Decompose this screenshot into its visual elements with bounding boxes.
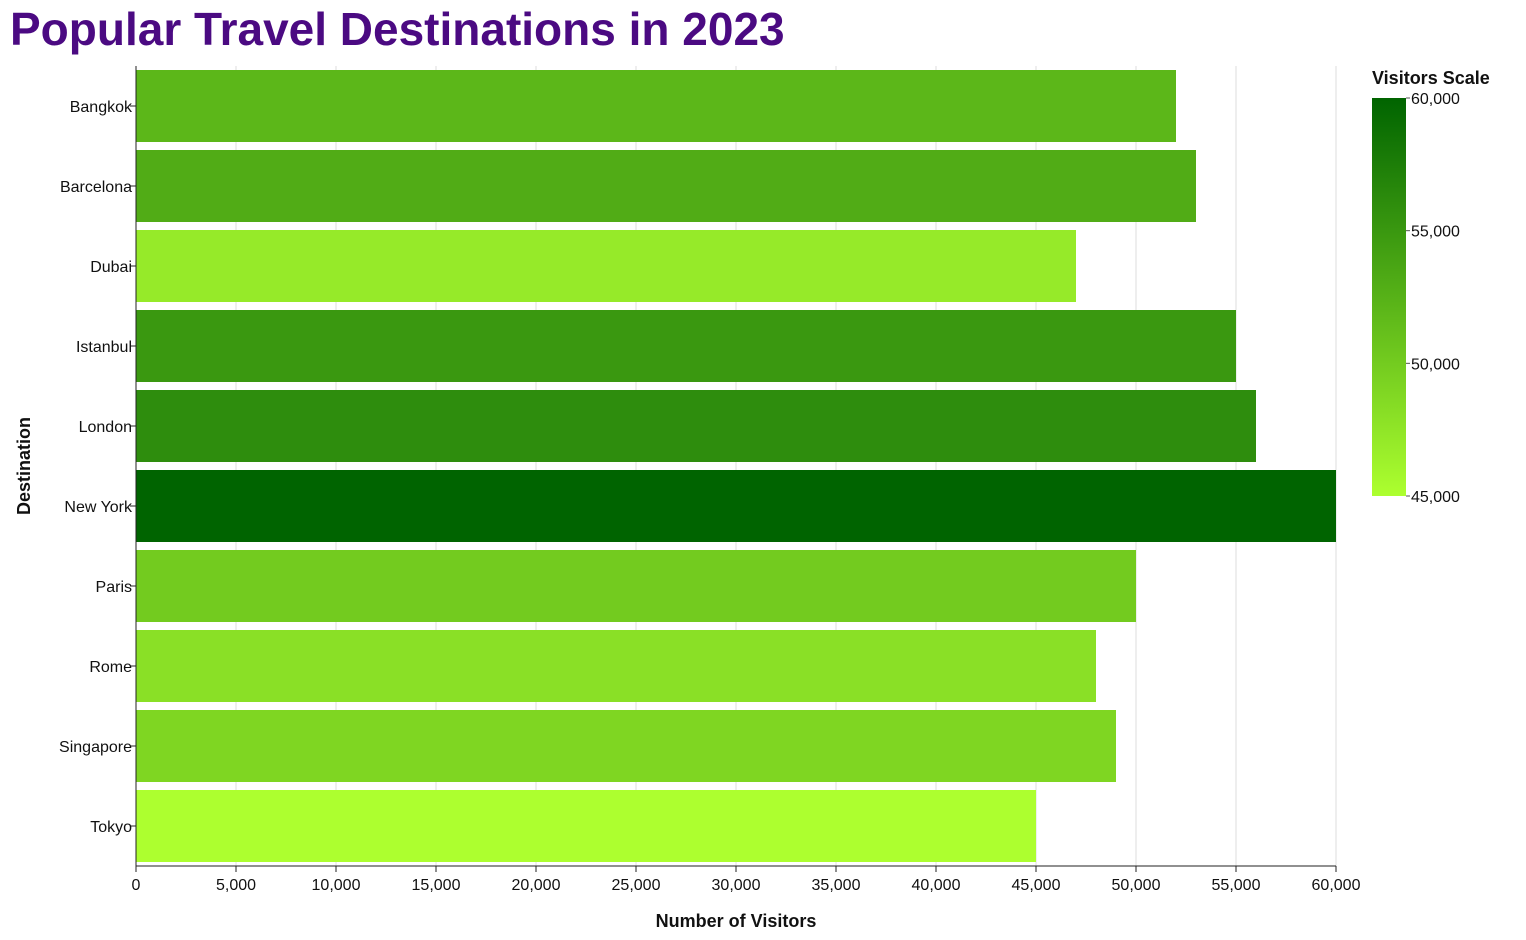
x-axis-title: Number of Visitors [656, 911, 817, 931]
bar-rome [136, 630, 1096, 702]
y-tick-label: Paris [96, 579, 132, 596]
y-tick-label: Dubai [90, 259, 132, 276]
x-tick-label: 25,000 [612, 877, 661, 894]
y-tick-label: New York [64, 499, 133, 516]
legend-tick-label: 45,000 [1411, 489, 1460, 506]
y-tick-label: Rome [89, 659, 132, 676]
bar-istanbul [136, 310, 1236, 382]
x-tick-label: 10,000 [312, 877, 361, 894]
bar-paris [136, 550, 1136, 622]
x-tick-label: 5,000 [216, 877, 256, 894]
axes: 0 5,000 10,000 15,000 20,000 25,000 30,000 35,0… [14, 66, 1361, 931]
x-tick-label: 0 [132, 877, 141, 894]
legend-tick-label: 60,000 [1411, 91, 1460, 108]
y-tick-label: Barcelona [60, 179, 132, 196]
x-tick-label: 40,000 [912, 877, 961, 894]
y-tick-label: Singapore [59, 739, 132, 756]
bars [136, 70, 1336, 862]
legend-title: Visitors Scale [1372, 68, 1490, 88]
legend-tick-label: 55,000 [1411, 224, 1460, 241]
y-tick-label: Tokyo [90, 819, 132, 836]
x-tick-label: 55,000 [1212, 877, 1261, 894]
x-tick-label: 15,000 [412, 877, 461, 894]
y-tick-label: Istanbul [76, 339, 132, 356]
y-axis-title: Destination [14, 417, 34, 515]
legend-tick-label: 50,000 [1411, 356, 1460, 373]
bar-singapore [136, 710, 1116, 782]
x-tick-label: 35,000 [812, 877, 861, 894]
bar-bangkok [136, 70, 1176, 142]
bar-new-york [136, 470, 1336, 542]
bar-tokyo [136, 790, 1036, 862]
color-legend: Visitors Scale 60,000 55,000 50,000 45,000 [1372, 68, 1490, 506]
x-tick-label: 30,000 [712, 877, 761, 894]
x-tick-label: 50,000 [1112, 877, 1161, 894]
bar-london [136, 390, 1256, 462]
x-tick-label: 20,000 [512, 877, 561, 894]
y-tick-label: London [79, 419, 132, 436]
y-tick-label: Bangkok [70, 99, 133, 116]
x-tick-label: 60,000 [1312, 877, 1361, 894]
bar-dubai [136, 230, 1076, 302]
legend-color-bar [1372, 98, 1406, 496]
chart-title: Popular Travel Destinations in 2023 [10, 3, 785, 55]
bar-barcelona [136, 150, 1196, 222]
x-tick-label: 45,000 [1012, 877, 1061, 894]
